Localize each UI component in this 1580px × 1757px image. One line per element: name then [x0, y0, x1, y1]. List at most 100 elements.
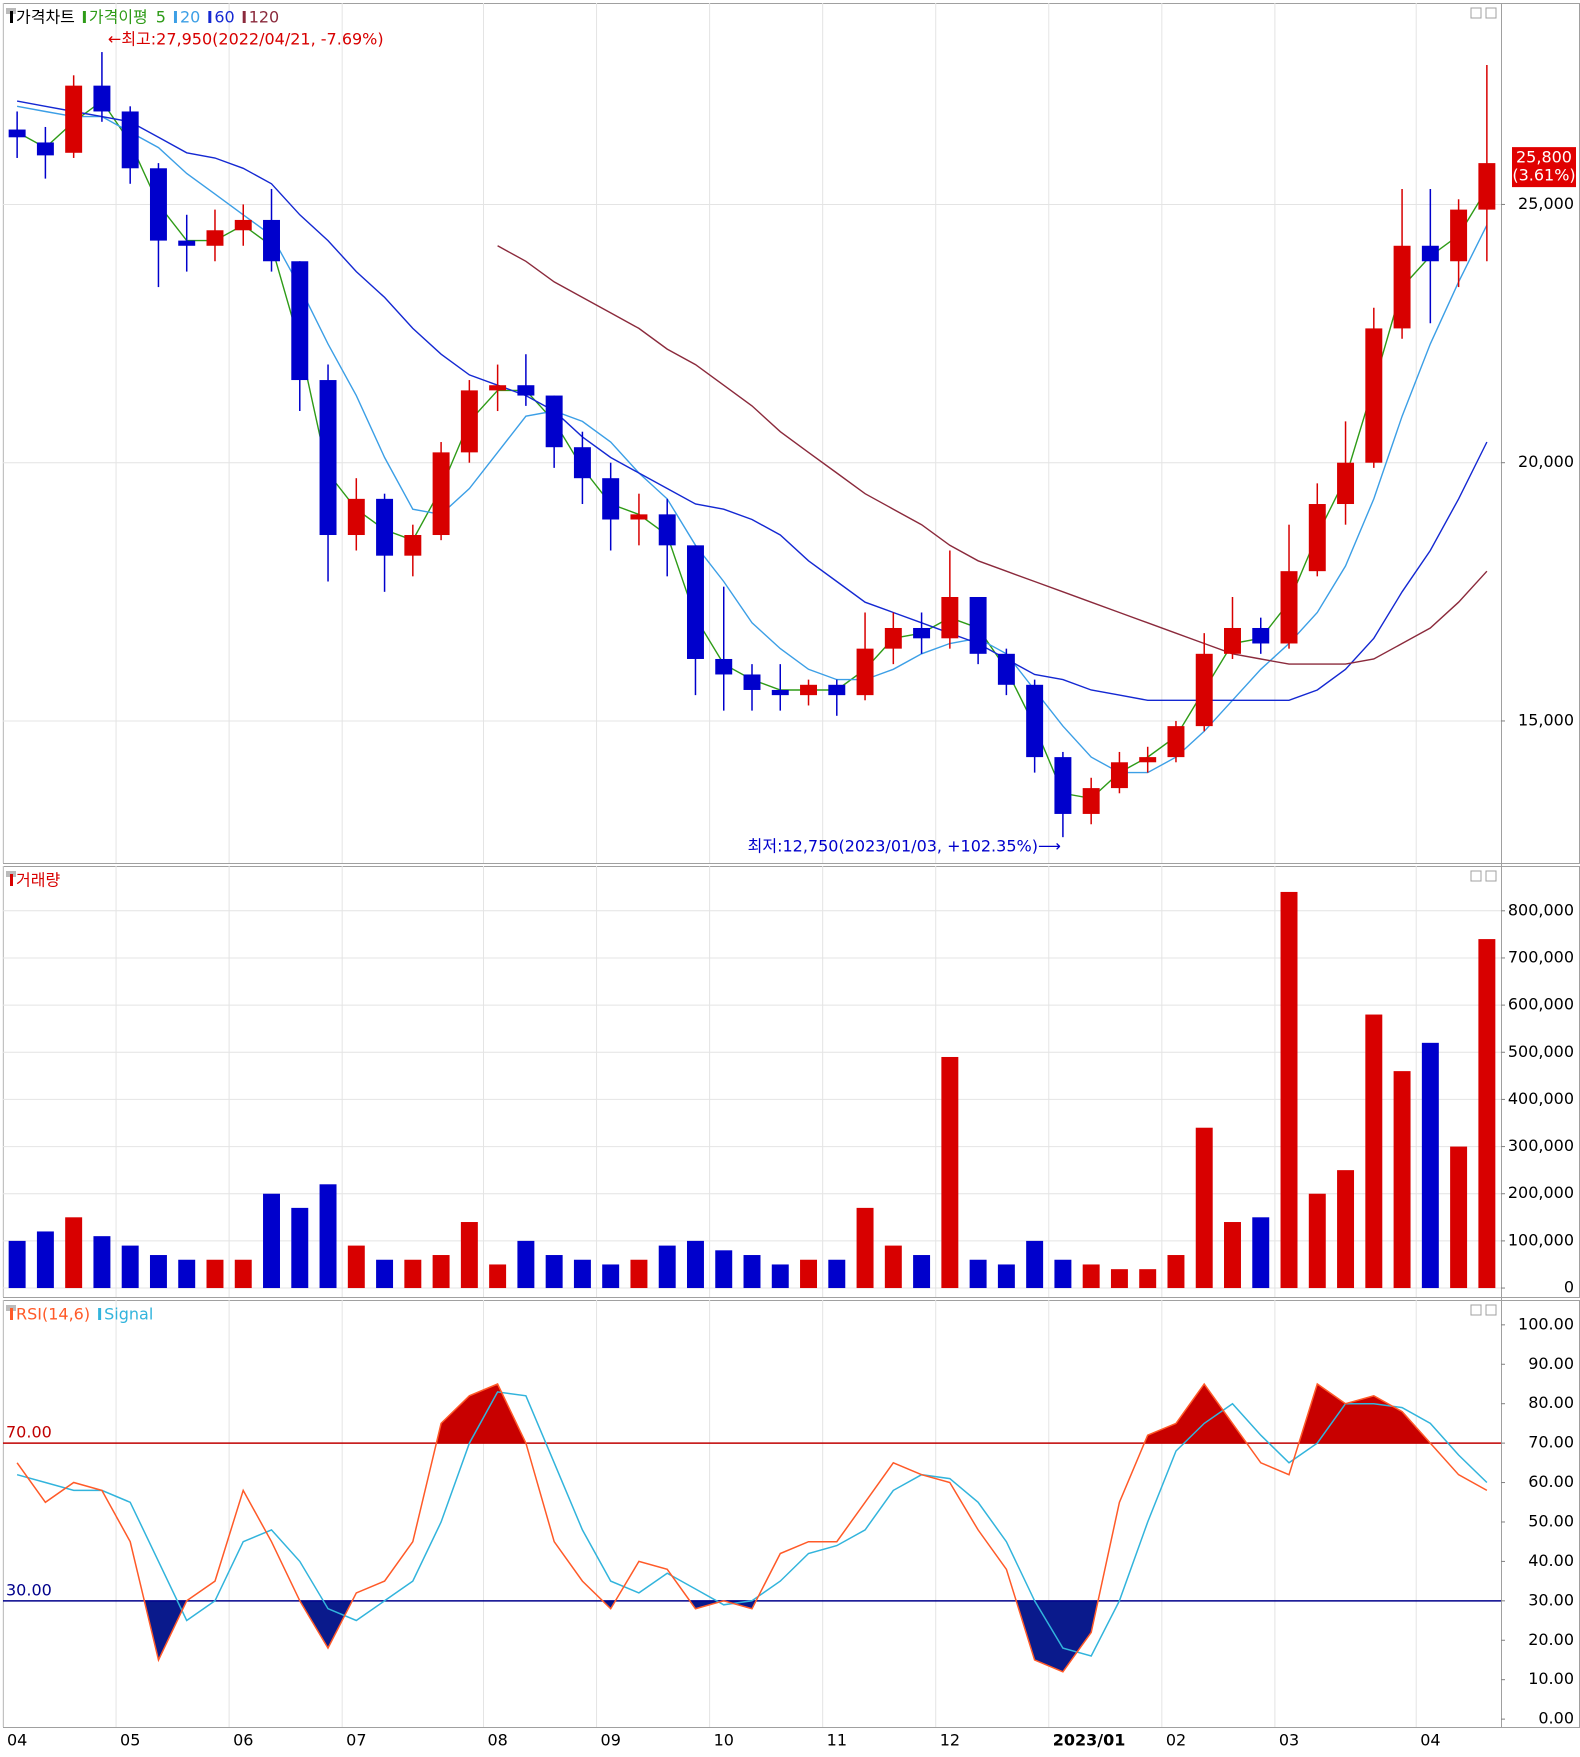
x-tick-label: 02	[1166, 1731, 1186, 1750]
volume-bar	[376, 1259, 394, 1289]
legend-label: 가격차트	[16, 8, 75, 27]
candle	[743, 664, 761, 711]
candle-body	[658, 514, 676, 546]
candle	[1280, 524, 1298, 649]
candle	[517, 354, 535, 406]
x-tick-label: 10	[714, 1731, 734, 1750]
candle-body	[630, 514, 648, 520]
candle	[1054, 751, 1072, 838]
volume-bar	[460, 1222, 478, 1289]
candle	[1308, 483, 1326, 577]
volume-bar	[1139, 1269, 1157, 1289]
candle	[1337, 421, 1355, 525]
y-tick-label: 200,000	[1508, 1183, 1574, 1202]
candle-body	[121, 111, 139, 169]
x-tick-label: 05	[120, 1731, 140, 1750]
volume-bar	[573, 1259, 591, 1289]
volume-bar	[1167, 1255, 1185, 1289]
candle-body	[1308, 504, 1326, 572]
legend-label: Signal	[104, 1305, 153, 1324]
candle-body	[1421, 245, 1439, 262]
y-tick-label: 500,000	[1508, 1042, 1574, 1061]
candle-body	[1139, 757, 1157, 763]
candle-body	[149, 168, 167, 241]
candle	[828, 679, 846, 716]
candle	[545, 395, 563, 468]
candle-body	[489, 385, 507, 391]
y-tick-label: 10.00	[1528, 1669, 1574, 1688]
candle-body	[884, 627, 902, 649]
candle-body	[178, 240, 196, 246]
volume-bar	[969, 1259, 987, 1289]
moving-average-line	[497, 245, 1488, 665]
volume-bar	[686, 1240, 704, 1289]
volume-bar	[997, 1264, 1015, 1289]
candle	[1450, 199, 1468, 288]
candle	[432, 442, 450, 541]
y-tick-label: 50.00	[1528, 1511, 1574, 1530]
candle	[1365, 307, 1383, 468]
candle	[319, 364, 337, 582]
x-tick-label: 04	[1420, 1731, 1440, 1750]
candle-body	[263, 219, 280, 262]
legend-label: RSI(14,6)	[16, 1305, 90, 1324]
x-tick-label: 11	[827, 1731, 847, 1750]
candle-body	[36, 142, 54, 156]
x-tick-label: 06	[233, 1731, 253, 1750]
candle-body	[913, 627, 931, 639]
indicator-line	[16, 1391, 1488, 1657]
volume-bar	[8, 1240, 26, 1289]
volume-bar	[1110, 1269, 1128, 1289]
candle	[1393, 188, 1411, 339]
volume-bar	[1195, 1127, 1213, 1289]
x-tick-label: 09	[601, 1731, 621, 1750]
candle	[263, 188, 280, 272]
volume-bar	[1337, 1170, 1355, 1289]
volume-bar	[149, 1255, 167, 1289]
candle-body	[1365, 328, 1383, 463]
y-tick-label: 25,000	[1518, 194, 1574, 213]
y-tick-label: 800,000	[1508, 900, 1574, 919]
candle	[1082, 777, 1100, 825]
candle-body	[319, 380, 337, 536]
candle-body	[65, 85, 83, 153]
volume-bar	[715, 1250, 733, 1289]
candle	[206, 209, 224, 262]
legend-label: 120	[249, 8, 280, 27]
candle-body	[93, 85, 111, 112]
last-price-change: (3.61%)	[1512, 166, 1575, 185]
candle-body	[771, 689, 789, 696]
volume-bar	[800, 1259, 818, 1289]
volume-bar	[263, 1193, 280, 1289]
volume-bar	[206, 1259, 224, 1289]
legend-swatch	[98, 1308, 102, 1320]
candle-body	[404, 535, 422, 556]
candle	[347, 478, 365, 551]
volume-bar	[856, 1207, 874, 1289]
x-tick-label: 2023/01	[1053, 1731, 1126, 1750]
volume-bar	[658, 1245, 676, 1289]
annotation: ←최고:27,950(2022/04/21, -7.69%)	[108, 30, 384, 49]
candle-body	[686, 545, 704, 659]
moving-average-line	[16, 105, 1488, 774]
candle	[686, 545, 704, 696]
candle	[856, 612, 874, 701]
candle	[658, 498, 676, 577]
candle-body	[1195, 653, 1213, 727]
candle	[1026, 679, 1044, 773]
volume-bar	[941, 1056, 959, 1289]
legend-swatch	[82, 11, 86, 23]
y-tick-label: 400,000	[1508, 1089, 1574, 1108]
candle	[941, 550, 959, 649]
icon	[1485, 1304, 1497, 1316]
candle-body	[517, 385, 535, 396]
y-tick-label: 100,000	[1508, 1230, 1574, 1249]
volume-bar	[234, 1259, 252, 1289]
candle-body	[460, 390, 478, 453]
volume-bar	[319, 1184, 337, 1289]
legend-swatch	[10, 1308, 13, 1320]
candle	[800, 679, 818, 706]
volume-bar	[1252, 1217, 1270, 1289]
y-tick-label: 20.00	[1528, 1630, 1574, 1649]
